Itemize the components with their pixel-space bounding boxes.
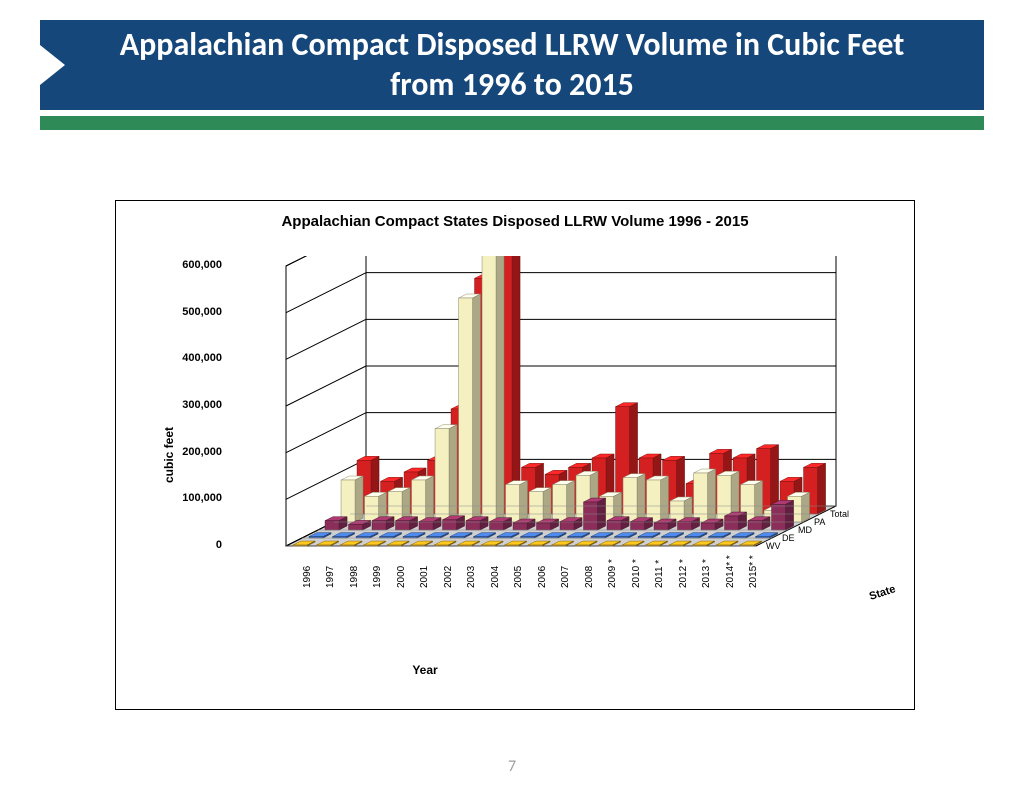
x-tick: 2006 xyxy=(537,566,548,588)
x-tick: 2013 * xyxy=(701,559,712,588)
y-tick: 0 xyxy=(168,539,222,551)
chart-title: Appalachian Compact States Disposed LLRW… xyxy=(116,213,914,230)
x-axis-label: Year xyxy=(116,663,734,677)
z-tick: WV xyxy=(766,541,781,551)
y-tick: 300,000 xyxy=(168,399,222,411)
y-tick: 400,000 xyxy=(168,352,222,364)
x-tick: 2004 xyxy=(490,566,501,588)
y-tick: 200,000 xyxy=(168,446,222,458)
z-tick: PA xyxy=(814,517,825,527)
x-tick: 1997 xyxy=(325,566,336,588)
z-tick: DE xyxy=(782,533,795,543)
page-number: 7 xyxy=(0,757,1024,776)
y-tick: 100,000 xyxy=(168,492,222,504)
x-tick: 2010 * xyxy=(631,559,642,588)
x-tick: 2014* * xyxy=(725,555,736,588)
x-tick: 2009 * xyxy=(607,559,618,588)
x-tick: 1996 xyxy=(302,566,313,588)
banner-background: Appalachian Compact Disposed LLRW Volume… xyxy=(40,20,984,110)
x-tick: 1998 xyxy=(349,566,360,588)
x-tick: 2012 * xyxy=(678,559,689,588)
banner-notch xyxy=(40,45,65,85)
x-tick: 2007 xyxy=(560,566,571,588)
x-tick: 1999 xyxy=(372,566,383,588)
x-tick: 2011 * xyxy=(654,560,665,588)
x-tick: 2008 xyxy=(584,566,595,588)
x-tick: 2003 xyxy=(466,566,477,588)
z-tick: MD xyxy=(798,525,812,535)
x-tick: 2015* * xyxy=(748,555,759,588)
y-tick: 600,000 xyxy=(168,259,222,271)
x-tick: 2002 xyxy=(443,566,454,588)
x-tick: 2005 xyxy=(513,566,524,588)
z-axis-label: State xyxy=(868,583,897,603)
y-tick: 500,000 xyxy=(168,306,222,318)
chart-container: Appalachian Compact States Disposed LLRW… xyxy=(115,200,915,710)
z-tick: Total xyxy=(830,509,849,519)
x-tick: 2001 xyxy=(419,566,430,588)
slide-title: Appalachian Compact Disposed LLRW Volume… xyxy=(40,25,984,105)
x-tick: 2000 xyxy=(396,566,407,588)
title-banner: Appalachian Compact Disposed LLRW Volume… xyxy=(0,20,1024,110)
accent-bar xyxy=(40,116,984,130)
